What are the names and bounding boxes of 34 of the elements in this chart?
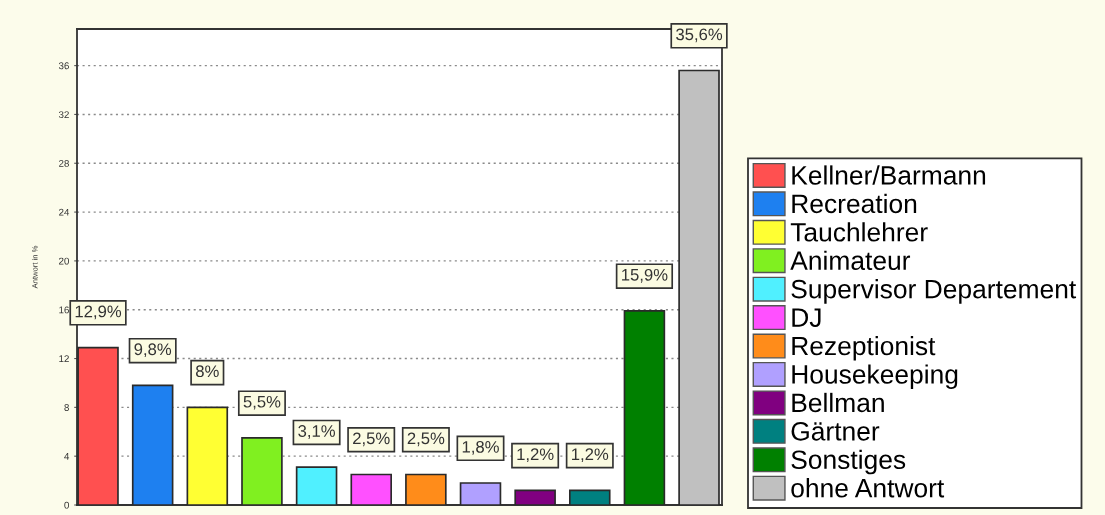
- legend-label: DJ: [792, 308, 821, 327]
- y-tick-label: 16: [59, 306, 69, 314]
- data-label: 3,1%: [298, 425, 335, 439]
- legend-label: Sonstiges: [791, 449, 906, 475]
- y-tick-label: 4: [64, 453, 70, 460]
- data-label: 12,9%: [75, 305, 122, 320]
- data-label: 8%: [195, 365, 219, 378]
- legend-label: ohne Antwort: [791, 478, 945, 498]
- legend-label: Animateur: [790, 250, 911, 271]
- y-tick-label: 24: [59, 208, 70, 216]
- legend-label: Supervisor Departement: [791, 279, 1077, 304]
- data-label: 1,2%: [572, 448, 609, 463]
- data-label: 35,6%: [676, 28, 723, 43]
- legend-label: Rezeptionist: [792, 335, 936, 361]
- y-tick-label: 28: [59, 159, 69, 167]
- y-tick-label: 12: [59, 355, 69, 363]
- data-label: 9,8%: [134, 343, 172, 358]
- y-tick-label: 8: [64, 404, 69, 411]
- y-tick-label: 0: [64, 501, 69, 509]
- data-label: 2,5%: [353, 432, 390, 447]
- legend-label: Gärtner: [791, 421, 880, 441]
- legend-label: Housekeeping: [792, 364, 958, 389]
- legend-label: Tauchlehrer: [790, 222, 928, 242]
- legend-label: Recreation: [792, 193, 917, 214]
- y-tick-label: 32: [58, 111, 69, 119]
- y-tick-label: 20: [59, 257, 69, 265]
- data-label: 2,5%: [407, 432, 445, 447]
- data-label: 15,9%: [622, 268, 668, 283]
- data-label: 1,2%: [517, 448, 554, 463]
- data-label: 5,5%: [243, 395, 281, 410]
- y-tick-label: 36: [58, 62, 69, 70]
- legend-label: Bellman: [792, 392, 884, 413]
- legend-label: Kellner/Barmann: [792, 165, 986, 185]
- data-label: 1,8%: [462, 440, 499, 455]
